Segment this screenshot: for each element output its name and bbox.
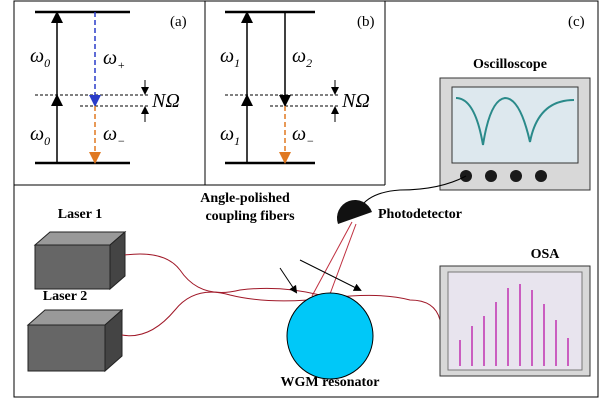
- shift-label: NΩ: [151, 90, 180, 112]
- level-label: ω0: [30, 45, 50, 70]
- subscript: 0: [44, 134, 50, 148]
- laser-label: Laser 2: [43, 289, 87, 304]
- oscilloscope-screen: [451, 86, 579, 164]
- panel-a: (a) ω0 ω0 ω+ ω− NΩ: [30, 10, 187, 165]
- osa-label: OSA: [531, 247, 561, 262]
- panel-c: (c) Oscilloscope Photodetector Laser 1 L…: [26, 14, 591, 390]
- oscilloscope-label: Oscilloscope: [473, 57, 547, 72]
- panel-label: (c): [568, 14, 585, 30]
- fiber: [121, 291, 441, 337]
- symbol: ω: [220, 45, 234, 67]
- symbol: ω: [30, 123, 44, 145]
- level-label: ω1: [220, 45, 240, 70]
- level-label: ω−: [292, 123, 314, 148]
- symbol: ω: [220, 123, 234, 145]
- level-label: ω2: [292, 45, 312, 70]
- beam: [329, 223, 357, 295]
- level-label: ω1: [220, 123, 240, 148]
- laser-2: [26, 308, 124, 373]
- subscript: 1: [234, 134, 240, 148]
- symbol: ω: [292, 123, 306, 145]
- laser-label: Laser 1: [58, 207, 102, 222]
- fibers-label: coupling fibers: [205, 209, 295, 224]
- cable: [359, 175, 467, 209]
- photodetector-label: Photodetector: [378, 207, 462, 222]
- trace: [455, 96, 575, 146]
- osa-screen: [447, 271, 583, 371]
- symbol: ω: [292, 45, 306, 67]
- resonator: [286, 292, 374, 380]
- level-label: ω−: [103, 123, 125, 148]
- spectrum: [459, 284, 569, 366]
- beam: [311, 221, 353, 297]
- symbol: ω: [103, 47, 117, 69]
- subscript: 0: [44, 56, 50, 70]
- fiber: [124, 253, 321, 296]
- subscript: +: [117, 58, 125, 72]
- subscript: 1: [234, 56, 240, 70]
- resonator-label: WGM resonator: [281, 375, 380, 390]
- photodetector: [336, 199, 372, 224]
- laser-1: [33, 230, 127, 291]
- level-label: ω0: [30, 123, 50, 148]
- fibers-label: Angle-polished: [200, 191, 290, 206]
- panel-b: (b) ω1 ω1 ω2 ω− NΩ: [220, 10, 375, 165]
- frames: [13, 0, 599, 398]
- shift-label: NΩ: [341, 90, 370, 112]
- panel-label: (a): [170, 14, 187, 30]
- level-label: ω+: [103, 47, 125, 72]
- symbol: ω: [103, 123, 117, 145]
- subscript: −: [306, 134, 314, 148]
- panel-label: (b): [357, 14, 375, 30]
- subscript: −: [117, 134, 125, 148]
- subscript: 2: [306, 56, 312, 70]
- symbol: ω: [30, 45, 44, 67]
